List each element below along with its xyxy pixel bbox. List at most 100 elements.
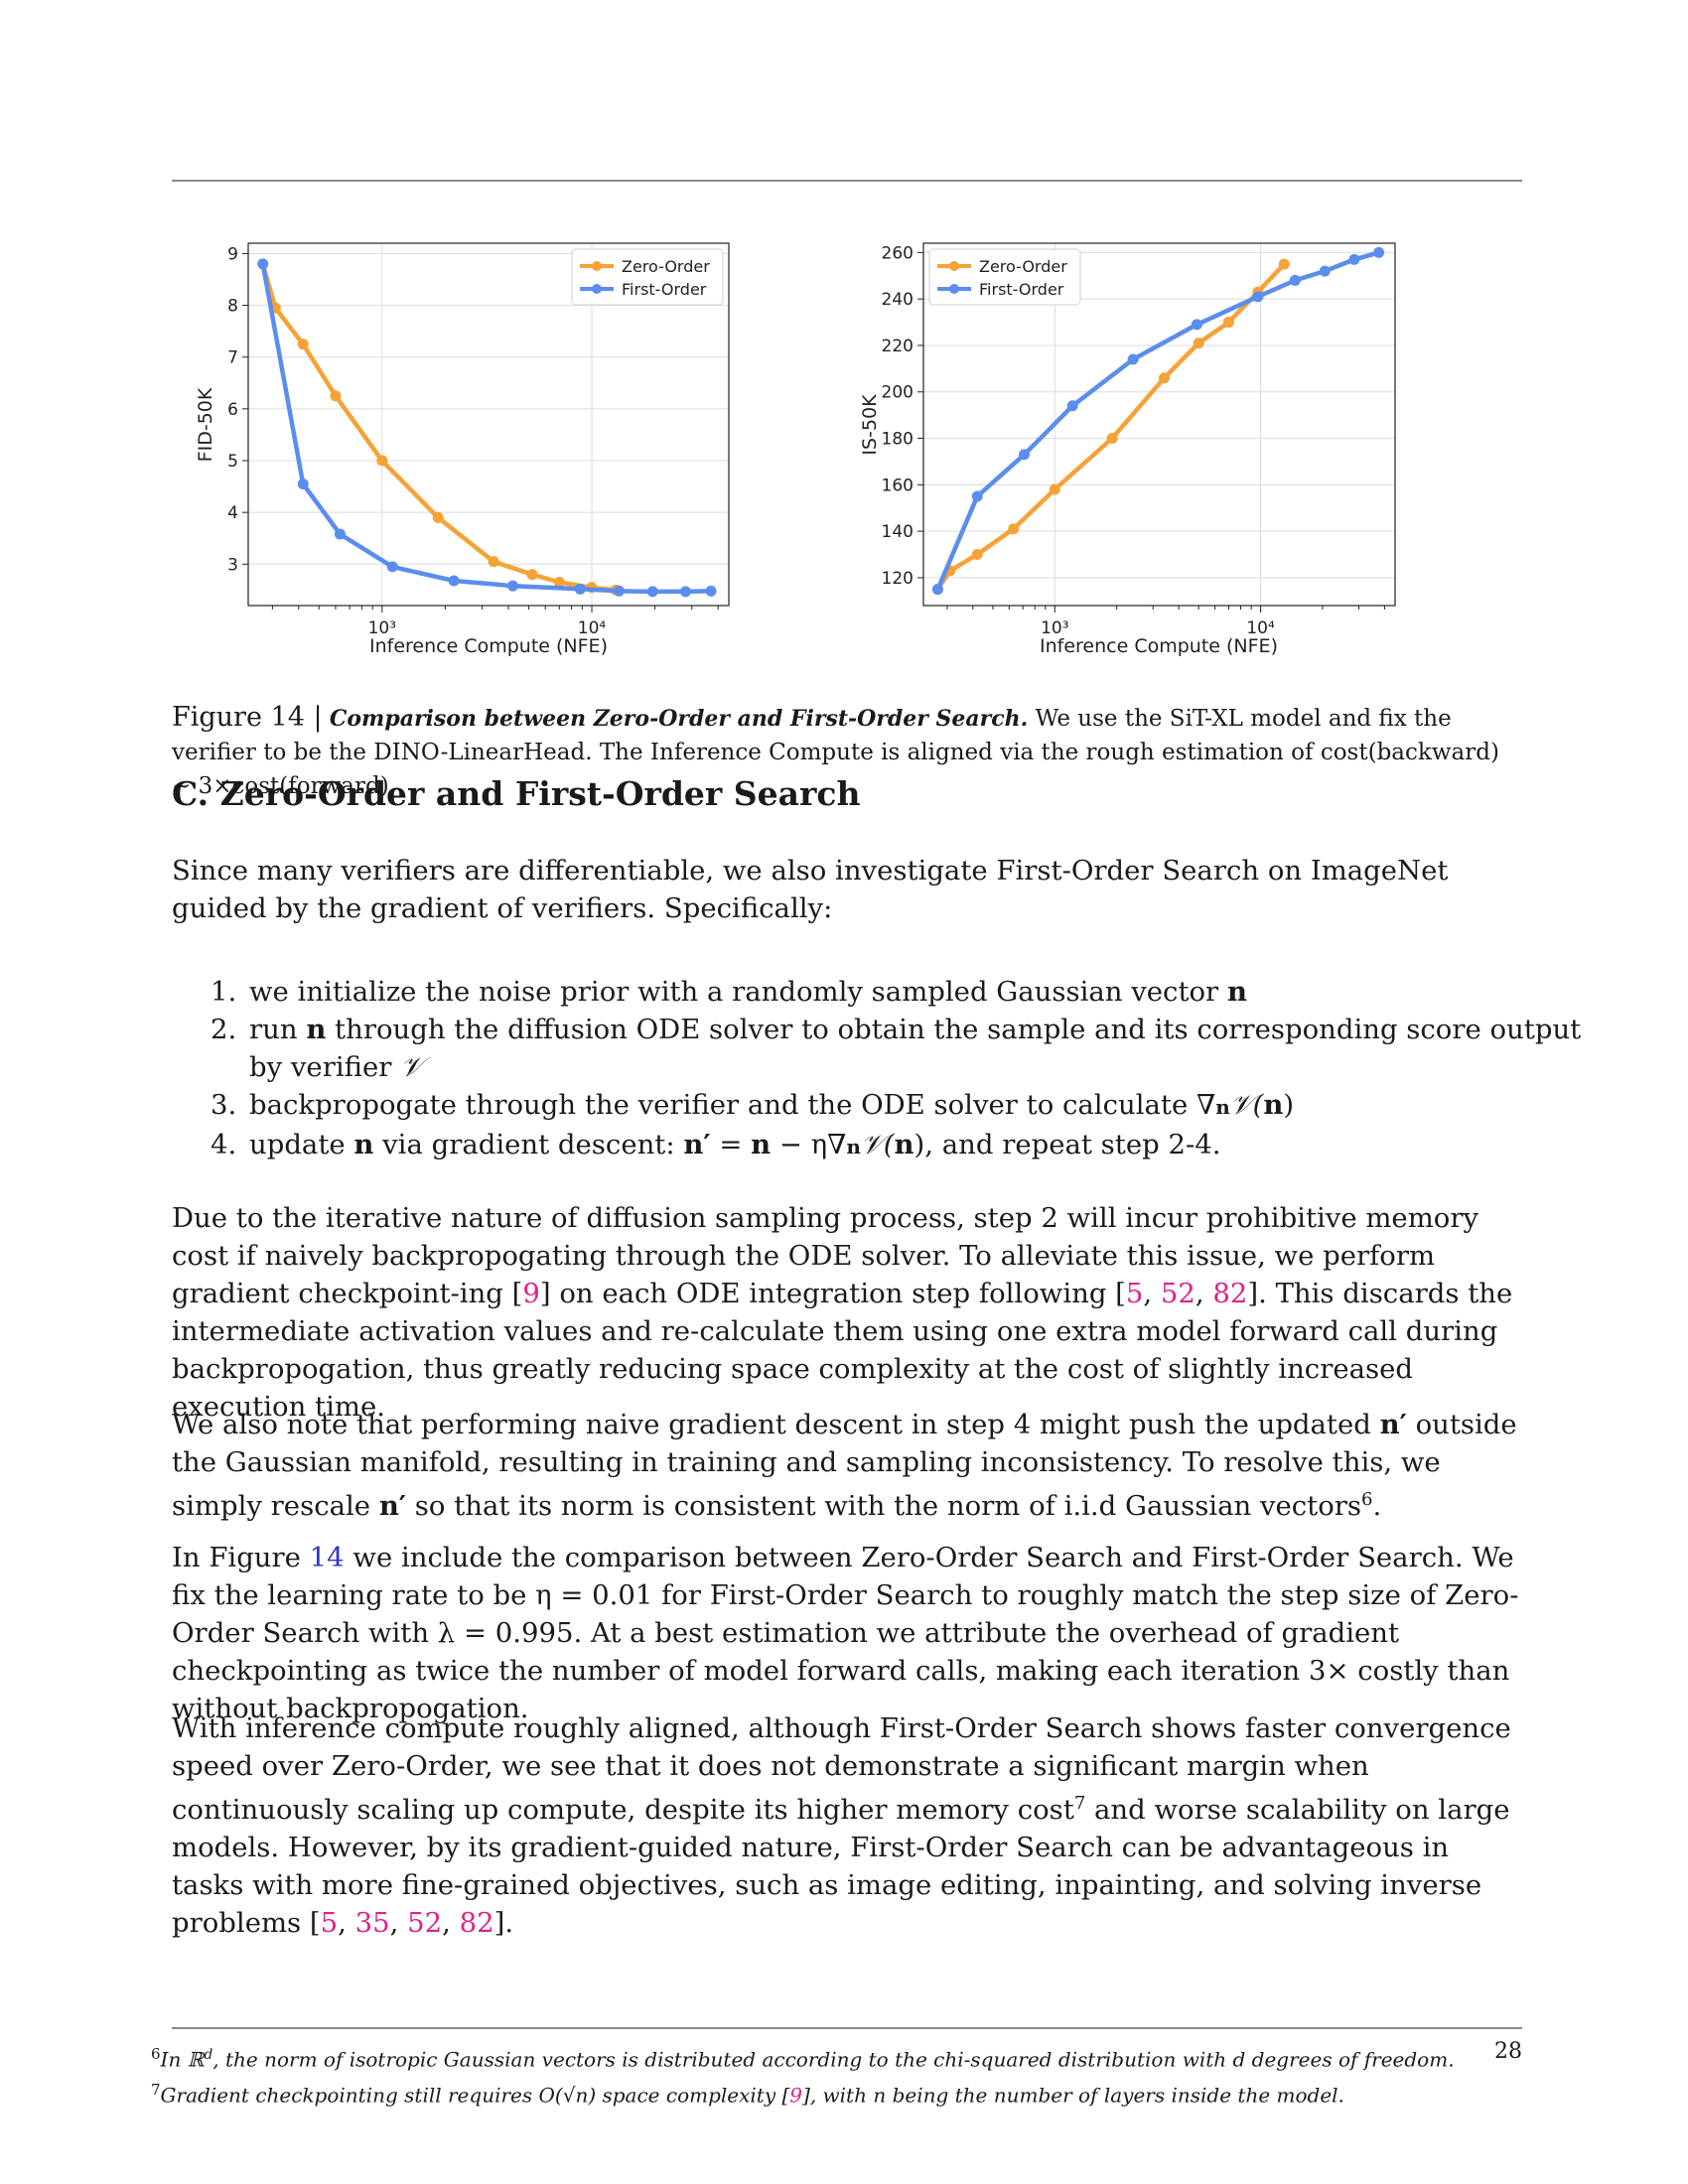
data-point: [1106, 433, 1118, 445]
x-tick-label: 10³: [1041, 618, 1068, 638]
data-point: [376, 455, 388, 467]
data-point: [1193, 338, 1204, 349]
y-tick-label: 180: [882, 430, 914, 450]
data-point: [1289, 274, 1301, 286]
data-point: [526, 569, 538, 581]
data-point: [386, 561, 398, 573]
list-item: run n through the diffusion ODE solver t…: [245, 1011, 1598, 1086]
intro-text: Since many verifiers are differentiable,…: [172, 855, 1449, 924]
fid-xlabel: Inference Compute (NFE): [369, 635, 608, 657]
citation-link[interactable]: 35: [354, 1907, 390, 1940]
x-tick-label: 10⁴: [1246, 618, 1275, 638]
citation-link[interactable]: 52: [407, 1907, 443, 1940]
footnote-rule: [172, 2027, 1522, 2029]
figure-caption: Figure 14 | Comparison between Zero-Orde…: [172, 701, 1524, 803]
data-point: [1348, 253, 1360, 265]
data-point: [448, 575, 460, 587]
intro-paragraph: Since many verifiers are differentiable,…: [172, 852, 1524, 927]
data-point: [297, 478, 309, 489]
data-point: [614, 585, 626, 597]
data-point: [971, 490, 983, 502]
data-point: [506, 580, 518, 592]
footnote-6: 6In ℝd, the norm of isotropic Gaussian v…: [151, 2045, 1455, 2072]
fid-grid: [248, 243, 729, 606]
legend-label: Zero-Order: [979, 257, 1067, 276]
figure-text: We use the SiT-XL model and fix the veri…: [172, 706, 1499, 799]
y-tick-label: 200: [882, 383, 914, 403]
is-ticks: 120 140 160 180 200 220 240 260 10³ 10⁴: [882, 243, 1385, 638]
data-point: [1018, 449, 1030, 461]
list-item: update n via gradient descent: n′ = n − …: [245, 1126, 1598, 1165]
y-tick-label: 7: [227, 348, 238, 368]
is-legend: Zero-Order First-Order: [928, 248, 1081, 306]
data-point: [1222, 317, 1234, 329]
legend-marker: [949, 284, 959, 294]
data-point: [1278, 258, 1290, 270]
is-plot-frame: [922, 242, 1396, 607]
is-chart: 120 140 160 180 200 220 240 260 10³ 10⁴ IS-50K In…: [859, 242, 1396, 657]
y-tick-label: 120: [882, 569, 914, 589]
legend-marker: [592, 261, 602, 271]
fid-ylabel: FID-50K: [195, 387, 216, 462]
data-point: [1191, 319, 1202, 331]
figure-title: Comparison between Zero-Order and First-…: [329, 706, 1029, 732]
citation-link[interactable]: 9: [789, 2083, 803, 2108]
data-point: [334, 528, 346, 540]
legend-marker: [592, 284, 602, 294]
citation-link[interactable]: 5: [320, 1907, 339, 1940]
figure-ref-link[interactable]: 14: [309, 1542, 345, 1573]
y-tick-label: 6: [227, 400, 238, 420]
x-tick-label: 10³: [368, 618, 396, 638]
paragraph-rescale: We also note that performing naive gradi…: [172, 1409, 1517, 1523]
series-line: [935, 262, 1286, 591]
y-tick-label: 8: [227, 297, 238, 317]
figure-label: Figure 14 |: [172, 702, 323, 733]
legend-label: First-Order: [622, 280, 707, 299]
data-point: [1252, 291, 1264, 303]
citation-link[interactable]: 82: [459, 1907, 494, 1940]
footnotes: 6In ℝd, the norm of isotropic Gaussian v…: [151, 2039, 1521, 2110]
y-tick-label: 4: [227, 503, 238, 523]
citation-link[interactable]: 5: [1125, 1278, 1144, 1309]
y-tick-label: 140: [882, 522, 914, 542]
y-tick-label: 260: [882, 243, 914, 263]
is-series: [931, 246, 1385, 596]
data-point: [679, 586, 691, 598]
paragraph-conclusion: With inference compute roughly aligned, …: [172, 1712, 1511, 1940]
data-point: [297, 339, 309, 350]
page-number: 28: [1494, 2039, 1522, 2064]
data-point: [553, 577, 565, 589]
data-point: [646, 586, 658, 598]
is-ylabel: IS-50K: [859, 394, 881, 456]
y-tick-label: 9: [227, 244, 238, 264]
fid-chart: 3 4 5 6 7 8 9 10³ 10⁴ FID-50K Inference Compute …: [195, 242, 730, 657]
data-point: [1319, 265, 1331, 277]
section-title: C. Zero-Order and First-Order Search: [172, 774, 861, 813]
data-point: [574, 583, 586, 595]
citation-link[interactable]: 9: [522, 1278, 540, 1309]
data-point: [1158, 372, 1170, 384]
paragraph-checkpointing: Due to the iterative nature of diffusion…: [172, 1202, 1513, 1423]
citation-link[interactable]: 82: [1212, 1278, 1248, 1309]
legend-label: Zero-Order: [622, 257, 710, 276]
citation-link[interactable]: 52: [1160, 1278, 1196, 1309]
steps-list: we initialize the noise prior with a ran…: [172, 973, 1598, 1165]
fid-series: [257, 258, 717, 598]
x-tick-label: 10⁴: [578, 618, 607, 638]
data-point: [1008, 523, 1020, 535]
data-point: [257, 258, 269, 270]
fid-plot-frame: [247, 242, 730, 607]
y-tick-label: 5: [227, 452, 238, 472]
data-point: [432, 511, 444, 523]
data-point: [1373, 246, 1385, 258]
data-point: [330, 390, 342, 402]
y-tick-label: 220: [882, 337, 914, 356]
series-line: [260, 263, 617, 593]
data-point: [1127, 353, 1139, 365]
data-point: [971, 549, 983, 561]
y-tick-label: 240: [882, 290, 914, 310]
data-point: [931, 584, 943, 596]
legend-label: First-Order: [979, 280, 1064, 299]
y-tick-label: 3: [227, 555, 238, 575]
list-item: backpropogate through the verifier and t…: [245, 1086, 1598, 1126]
